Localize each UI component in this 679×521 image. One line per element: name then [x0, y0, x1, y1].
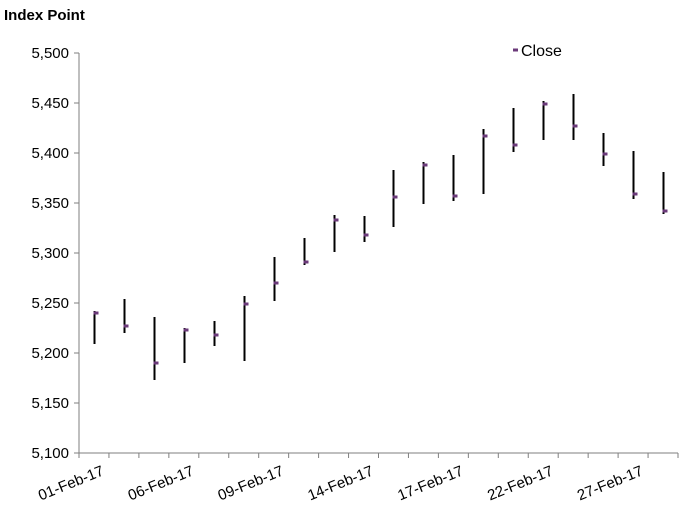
- y-axis-title: Index Point: [4, 7, 85, 24]
- y-tick-label: 5,400: [31, 145, 69, 162]
- legend: Close: [513, 43, 562, 60]
- x-tick-label: 27-Feb-17: [575, 463, 646, 505]
- y-tick-label: 5,100: [31, 445, 69, 462]
- x-tick-label: 01-Feb-17: [36, 463, 107, 505]
- y-tick-label: 5,250: [31, 295, 69, 312]
- x-tick-label: 06-Feb-17: [126, 463, 197, 505]
- y-tick-label: 5,350: [31, 195, 69, 212]
- legend-label-close: Close: [521, 43, 562, 60]
- x-axis: 01-Feb-17 06-Feb-17 09-Feb-17 14-Feb-17 17-F…: [36, 452, 679, 505]
- x-tick-label: 14-Feb-17: [305, 463, 376, 505]
- hlc-bars: [93, 94, 668, 380]
- y-tick-label: 5,200: [31, 345, 69, 362]
- y-tick-label: 5,150: [31, 395, 69, 412]
- x-tick-label: 17-Feb-17: [395, 463, 466, 505]
- y-tick-label: 5,500: [31, 45, 69, 62]
- x-tick-label: 22-Feb-17: [485, 463, 556, 505]
- y-tick-label: 5,300: [31, 245, 69, 262]
- x-tick-label: 09-Feb-17: [216, 463, 287, 505]
- y-tick-label: 5,450: [31, 95, 69, 112]
- y-axis: 5,100 5,150 5,200 5,250 5,300 5,350 5,400 5,450…: [31, 45, 80, 462]
